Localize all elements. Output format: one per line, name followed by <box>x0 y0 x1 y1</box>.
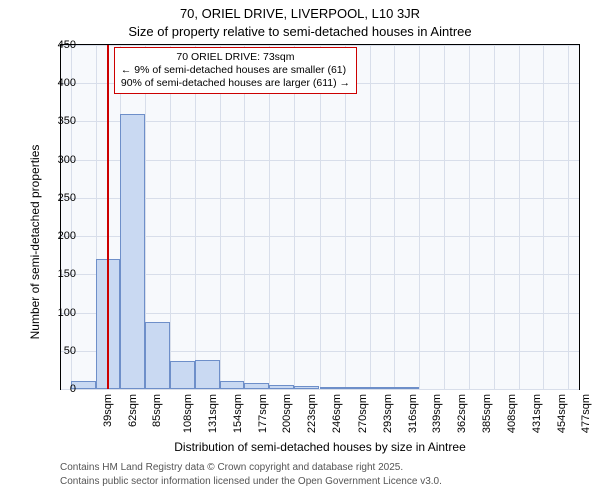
grid-v <box>71 45 72 389</box>
grid-v <box>320 45 321 389</box>
y-tick-label: 400 <box>46 77 76 89</box>
x-tick-label: 200sqm <box>282 394 294 433</box>
y-tick-label: 300 <box>46 154 76 166</box>
marker-line <box>107 45 109 389</box>
y-tick-label: 0 <box>46 383 76 395</box>
x-tick-label: 454sqm <box>556 394 568 433</box>
histogram-bar <box>170 361 195 389</box>
grid-v <box>394 45 395 389</box>
histogram-bar <box>294 386 319 389</box>
y-tick-label: 50 <box>46 345 76 357</box>
x-tick-label: 385sqm <box>481 394 493 433</box>
grid-v <box>170 45 171 389</box>
y-tick-label: 350 <box>46 115 76 127</box>
histogram-bar <box>195 360 220 389</box>
x-tick-label: 85sqm <box>151 394 163 427</box>
x-tick-label: 293sqm <box>382 394 394 433</box>
histogram-bar <box>120 114 145 389</box>
grid-v <box>294 45 295 389</box>
histogram-bar <box>244 383 269 389</box>
x-tick-label: 177sqm <box>257 394 269 433</box>
grid-v <box>345 45 346 389</box>
footer-line-2: Contains public sector information licen… <box>60 476 442 487</box>
x-tick-label: 316sqm <box>407 394 419 433</box>
grid-v <box>244 45 245 389</box>
histogram-plot: 70 ORIEL DRIVE: 73sqm← 9% of semi-detach… <box>60 44 580 390</box>
x-tick-label: 62sqm <box>127 394 139 427</box>
callout-line-3: 90% of semi-detached houses are larger (… <box>121 77 350 90</box>
x-tick-label: 246sqm <box>331 394 343 433</box>
histogram-bar <box>394 387 419 389</box>
x-tick-label: 477sqm <box>581 394 593 433</box>
histogram-bar <box>370 387 395 389</box>
grid-v <box>195 45 196 389</box>
histogram-bar <box>145 322 170 389</box>
callout-line-1: 70 ORIEL DRIVE: 73sqm <box>121 51 350 64</box>
grid-v <box>469 45 470 389</box>
grid-v <box>220 45 221 389</box>
x-tick-label: 362sqm <box>456 394 468 433</box>
x-tick-label: 223sqm <box>306 394 318 433</box>
footer-line-1: Contains HM Land Registry data © Crown c… <box>60 462 403 473</box>
grid-v <box>494 45 495 389</box>
y-axis-label: Number of semi-detached properties <box>28 117 42 367</box>
y-tick-label: 150 <box>46 268 76 280</box>
title-main: 70, ORIEL DRIVE, LIVERPOOL, L10 3JR <box>0 6 600 21</box>
histogram-bar <box>320 387 345 389</box>
x-tick-label: 270sqm <box>357 394 369 433</box>
y-tick-label: 250 <box>46 192 76 204</box>
callout-box: 70 ORIEL DRIVE: 73sqm← 9% of semi-detach… <box>114 47 357 94</box>
grid-v <box>269 45 270 389</box>
grid-v <box>419 45 420 389</box>
histogram-bar <box>220 381 245 389</box>
grid-v <box>543 45 544 389</box>
histogram-bar <box>345 387 370 389</box>
histogram-bar <box>269 385 294 389</box>
y-tick-label: 200 <box>46 230 76 242</box>
x-tick-label: 408sqm <box>506 394 518 433</box>
grid-v <box>519 45 520 389</box>
callout-line-2: ← 9% of semi-detached houses are smaller… <box>121 64 350 77</box>
grid-v <box>568 45 569 389</box>
y-tick-label: 100 <box>46 307 76 319</box>
x-tick-label: 108sqm <box>182 394 194 433</box>
grid-v <box>370 45 371 389</box>
title-sub: Size of property relative to semi-detach… <box>0 24 600 39</box>
grid-v <box>444 45 445 389</box>
grid-h <box>61 389 579 390</box>
y-tick-label: 450 <box>46 39 76 51</box>
x-tick-label: 431sqm <box>531 394 543 433</box>
x-axis-label: Distribution of semi-detached houses by … <box>60 440 580 454</box>
x-tick-label: 154sqm <box>232 394 244 433</box>
x-tick-label: 131sqm <box>207 394 219 433</box>
x-tick-label: 339sqm <box>432 394 444 433</box>
x-tick-label: 39sqm <box>102 394 114 427</box>
